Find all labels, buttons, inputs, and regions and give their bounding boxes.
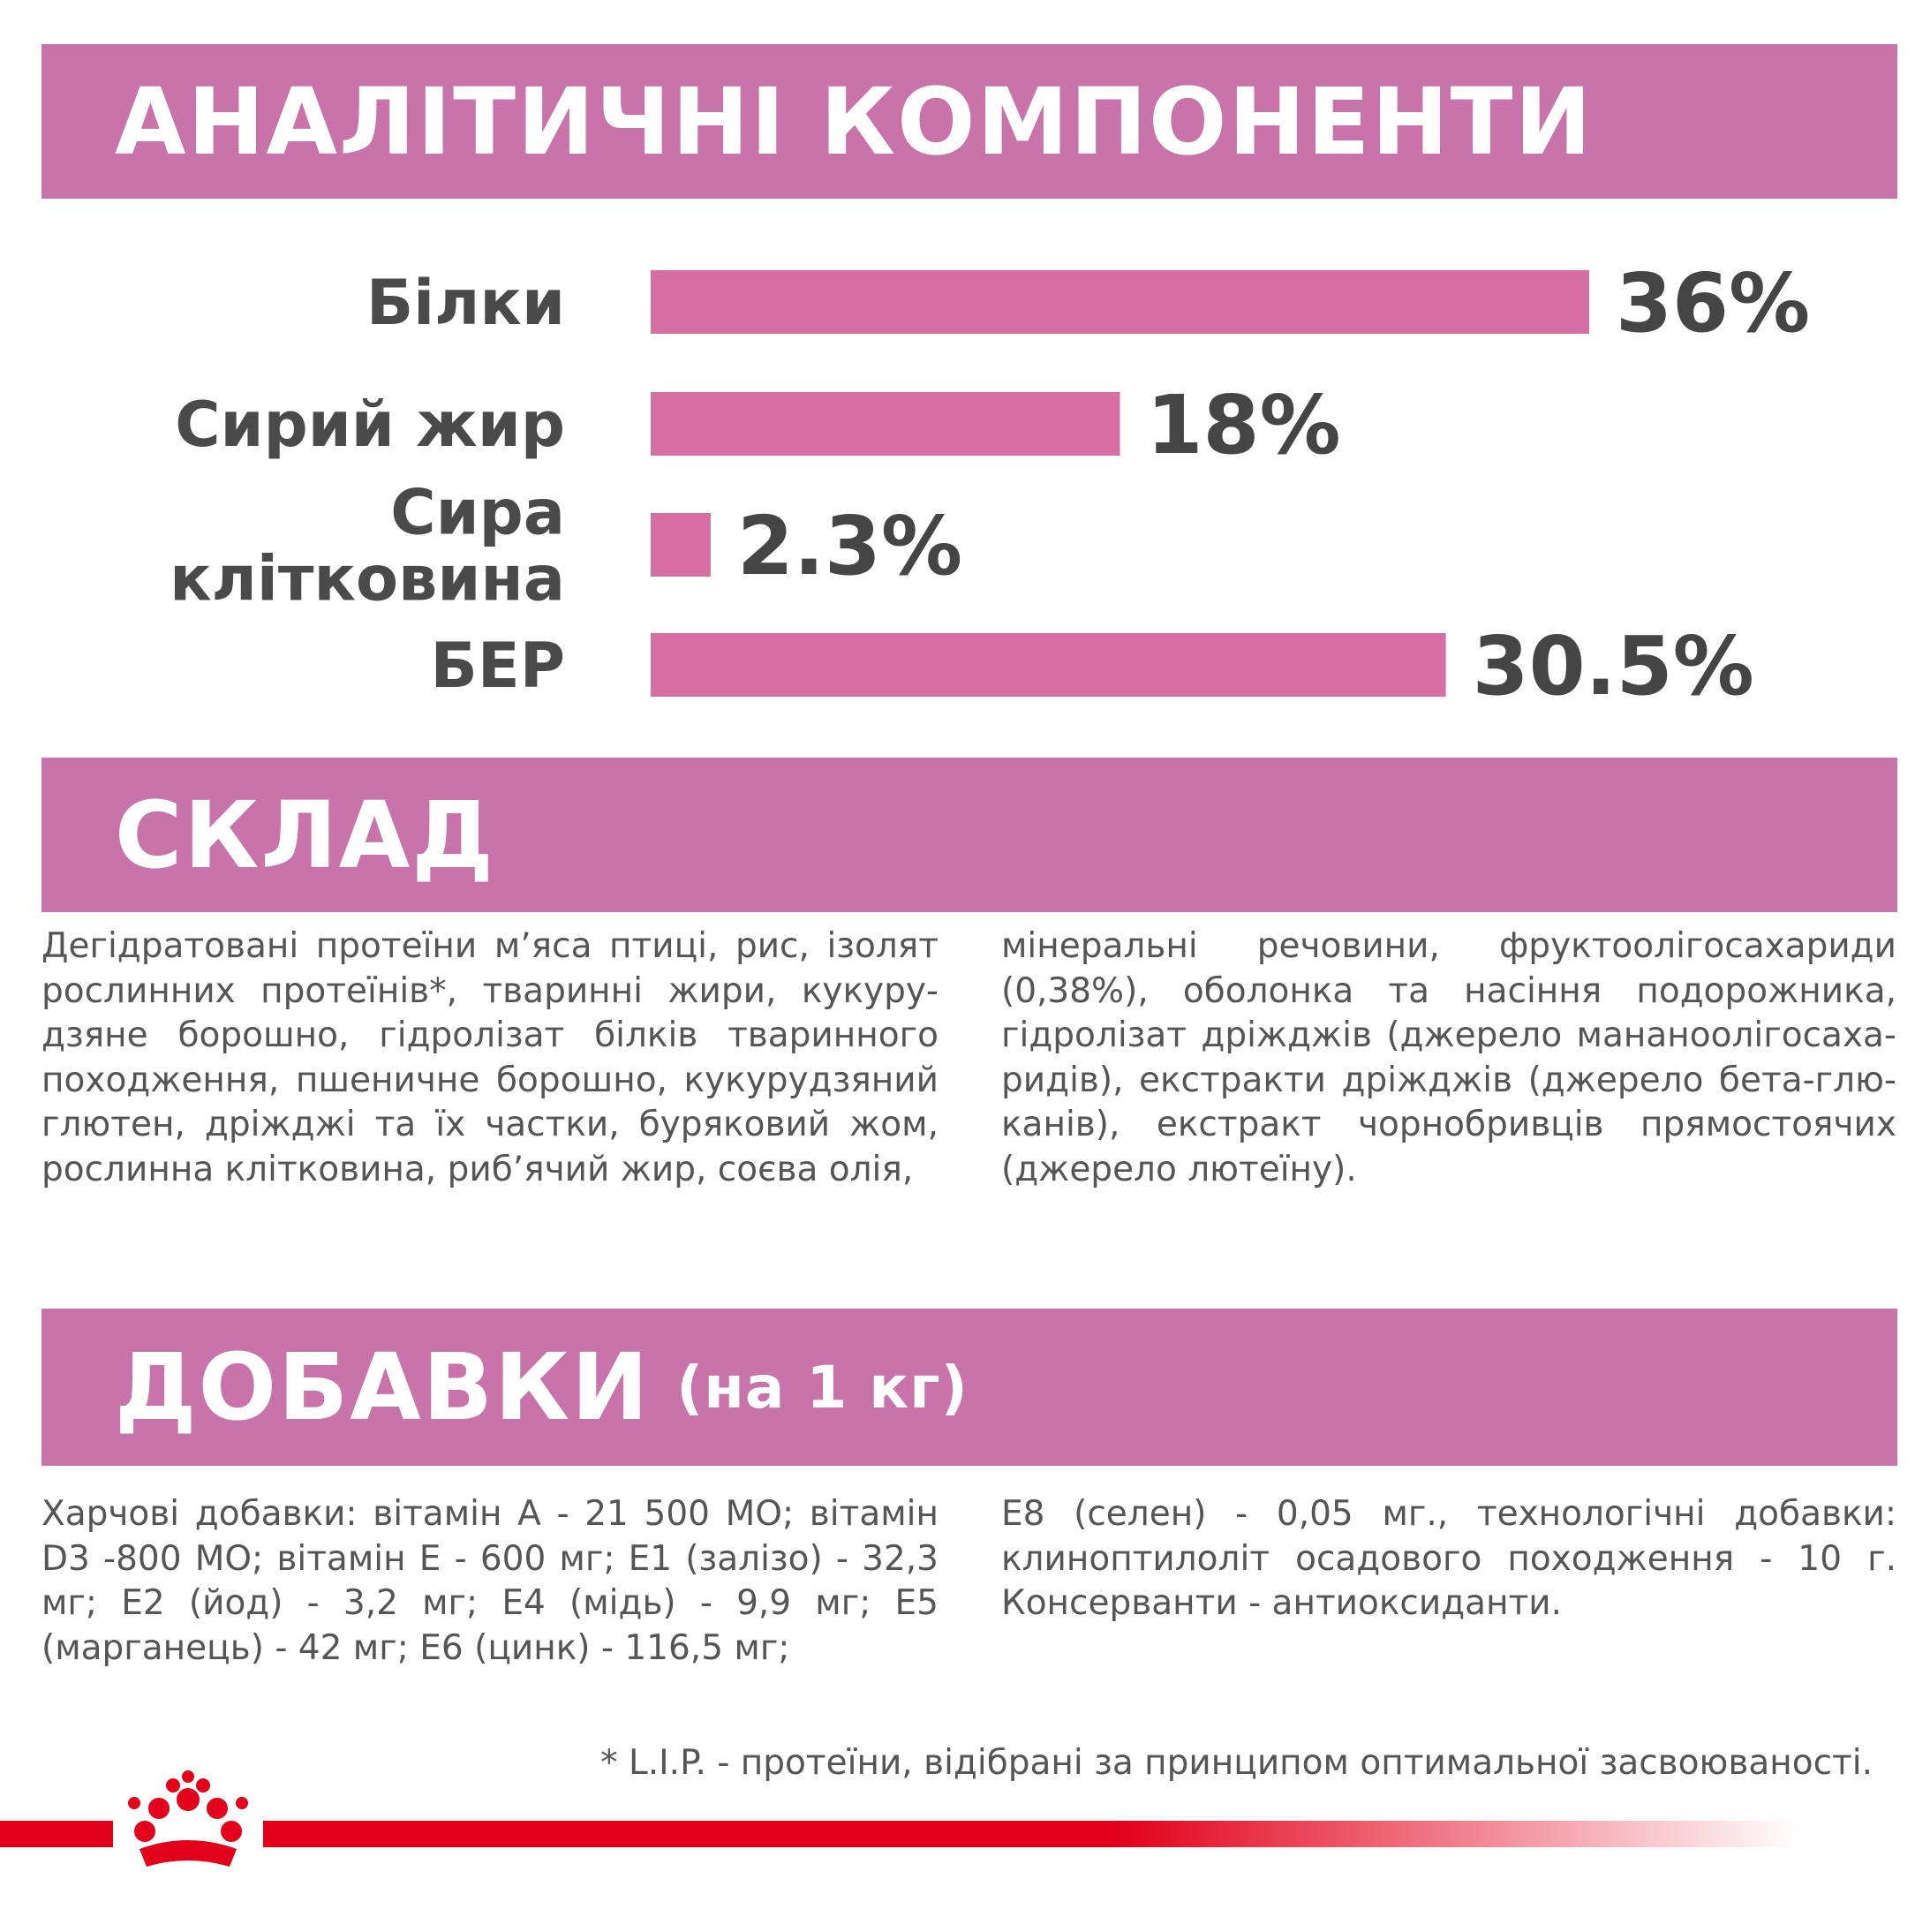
- bar-2: [651, 392, 1120, 456]
- composition-title: СКЛАД: [115, 781, 495, 889]
- value-label: 2.3%: [737, 499, 962, 593]
- composition-text-right: мінеральні речовини, фруктоолігосахариди…: [1001, 926, 1896, 1189]
- bar-4: [651, 633, 1446, 697]
- category-label: Сира: [390, 477, 565, 549]
- analytical-components-header: АНАЛІТИЧНІ КОМПОНЕНТИ: [41, 44, 1897, 199]
- additives-text-right: Е8 (селен) - 0,05 мг., технологічні доба…: [1001, 1494, 1896, 1623]
- analytical-components-title: АНАЛІТИЧНІ КОМПОНЕНТИ: [115, 67, 1594, 176]
- royal-canin-crown-icon: [113, 1768, 263, 1883]
- composition-text-left: Дегідратовані протеїни м’яса птиці, рис,…: [41, 926, 939, 1189]
- additives-header: ДОБАВКИ (на 1 кг): [41, 1309, 1897, 1466]
- bar-1: [651, 270, 1589, 334]
- value-label: 30.5%: [1473, 619, 1754, 713]
- category-label: Білки: [366, 267, 565, 339]
- footnote: * L.I.P. - протеїни, відібрані за принци…: [600, 1743, 1873, 1783]
- category-label: Сирий жир: [175, 389, 565, 461]
- category-label: БЕР: [431, 630, 565, 702]
- category-label: клітковина: [170, 543, 565, 615]
- composition-header: СКЛАД: [41, 758, 1897, 912]
- value-label: 36%: [1616, 256, 1810, 351]
- additives-text-left: Харчові добавки: вітамін А - 21 500 МО; …: [41, 1494, 939, 1668]
- additives-subtitle: (на 1 кг): [676, 1353, 969, 1422]
- bar-3: [651, 513, 711, 577]
- value-label: 18%: [1147, 378, 1341, 472]
- additives-title: ДОБАВКИ: [115, 1333, 651, 1441]
- brand-stripe: [0, 1821, 1801, 1847]
